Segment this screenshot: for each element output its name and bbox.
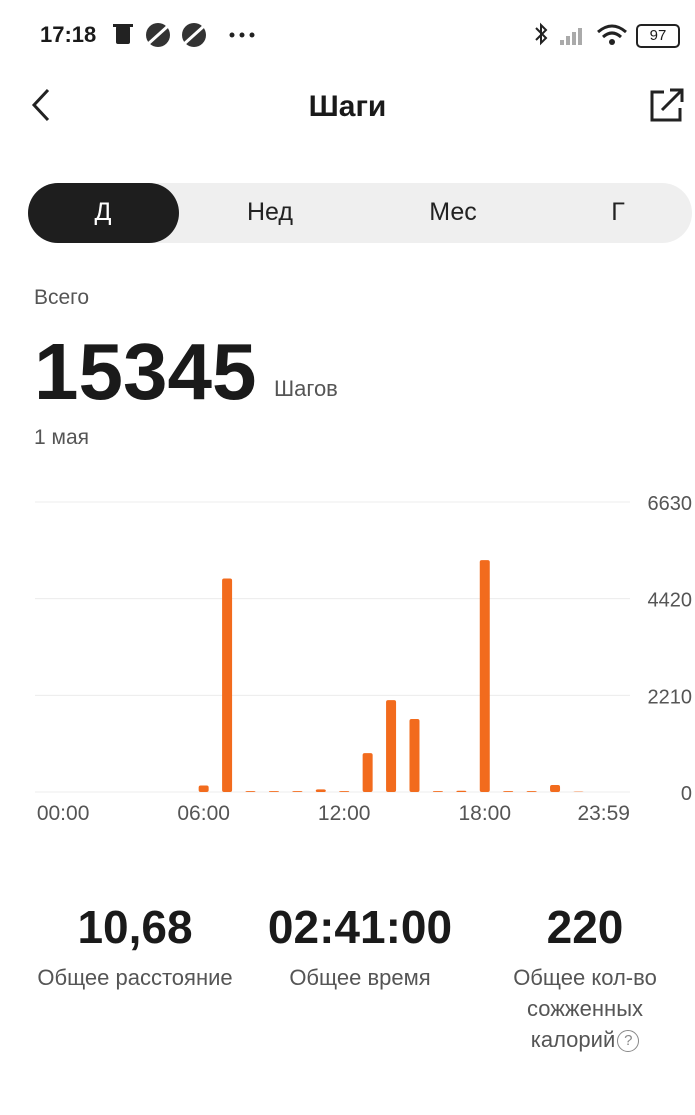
stat-value: 10,68 xyxy=(77,901,193,953)
y-tick-label: 0 xyxy=(681,783,692,805)
tab-selected-bg xyxy=(28,183,179,243)
x-tick-label: 06:00 xyxy=(177,802,230,825)
bar xyxy=(409,718,420,792)
stat-label: Общее расстояние xyxy=(20,962,250,993)
page-title: Шаги xyxy=(308,90,387,123)
status-time: 17:18 xyxy=(40,22,97,47)
bar xyxy=(268,791,279,792)
bar xyxy=(526,791,537,792)
bar xyxy=(292,791,303,792)
back-button[interactable] xyxy=(28,86,58,126)
stat-label: Общее время xyxy=(245,962,475,993)
tab[interactable]: Мес xyxy=(429,198,477,226)
y-tick-label: 6630 xyxy=(648,493,693,515)
tab[interactable]: Д xyxy=(94,198,112,226)
x-tick-label: 18:00 xyxy=(458,802,511,825)
tab[interactable]: Г xyxy=(611,198,625,226)
bar xyxy=(386,700,397,792)
total-unit: Шагов xyxy=(274,376,338,401)
x-tick-label: 00:00 xyxy=(37,802,90,825)
total-value: 15345 xyxy=(34,327,257,416)
stat-label-text: Общее кол-во сожженных калорий xyxy=(513,965,657,1052)
status-icons xyxy=(113,23,255,47)
chart: 0 2210 4420 6630 00:00 06:00 12:00 18:00 23:59 xyxy=(35,493,693,825)
stat-label-text: Общее время xyxy=(289,965,431,990)
bar xyxy=(362,753,373,792)
y-tick-label: 2210 xyxy=(648,686,693,708)
bar xyxy=(503,791,514,792)
date-label: 1 мая xyxy=(34,426,90,449)
stat-value: 220 xyxy=(546,901,624,953)
stat-value: 02:41:00 xyxy=(267,901,453,953)
stat: 220 Общее кол-во сожженных калорий? xyxy=(470,900,695,1055)
battery: 97 xyxy=(636,24,680,48)
tab[interactable]: Нед xyxy=(247,198,293,226)
bar xyxy=(432,791,443,792)
bar xyxy=(550,785,561,792)
bar xyxy=(198,785,209,792)
x-tick-label: 23:59 xyxy=(577,802,630,825)
bar xyxy=(479,560,490,792)
x-tick-label: 12:00 xyxy=(318,802,371,825)
stat-label: Общее кол-во сожженных калорий? xyxy=(505,962,665,1055)
stat: 10,68 Общее расстояние xyxy=(20,900,250,993)
share-button[interactable] xyxy=(648,86,688,126)
stat-label-text: Общее расстояние xyxy=(37,965,233,990)
bar xyxy=(245,791,256,792)
bar xyxy=(339,791,350,792)
total-label: Всего xyxy=(34,286,90,309)
bar xyxy=(315,789,326,792)
status-right-icons xyxy=(535,22,627,46)
stat: 02:41:00 Общее время xyxy=(245,900,475,993)
y-tick-label: 4420 xyxy=(648,590,693,612)
bar xyxy=(222,578,233,792)
help-icon[interactable]: ? xyxy=(617,1030,640,1052)
bar xyxy=(456,790,467,792)
